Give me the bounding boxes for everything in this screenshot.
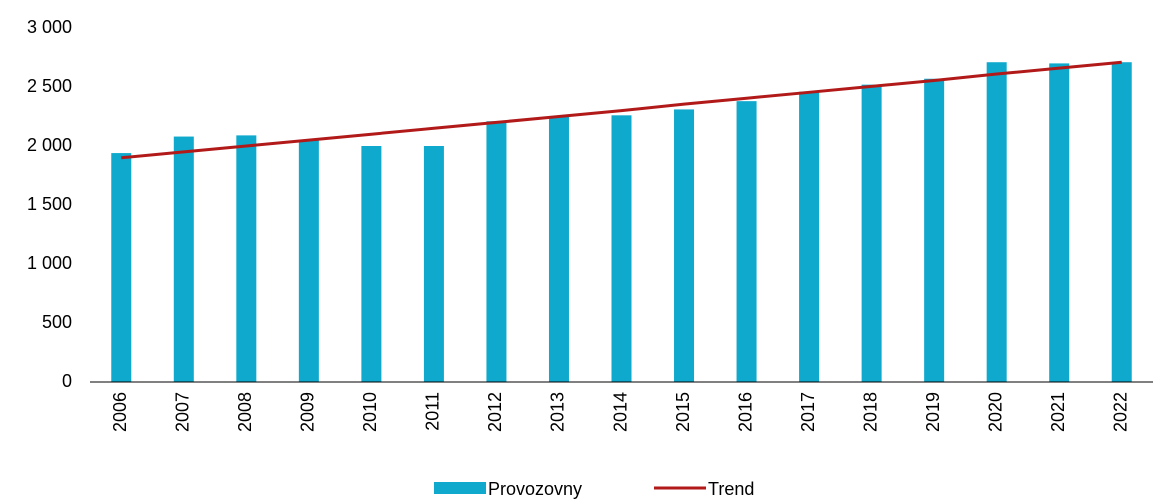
x-tick-label: 2015 [673,392,693,432]
trend-line [121,60,1122,160]
y-tick-label: 500 [42,312,72,332]
x-tick-label: 2012 [485,392,505,432]
y-tick-label: 0 [62,371,72,391]
bar [361,146,382,382]
x-tick-label: 2013 [548,392,568,432]
bar [486,121,507,382]
legend-label: Trend [708,479,754,499]
legend-label: Provozovny [488,479,582,499]
x-tick-label: 2014 [610,392,630,432]
x-tick-label: 2007 [173,392,193,432]
x-tick-label: 2018 [860,392,880,432]
bar [986,62,1007,382]
x-tick-label: 2010 [360,392,380,432]
x-tick-label: 2016 [735,392,755,432]
x-tick-label: 2020 [985,392,1005,432]
bar [423,146,444,382]
x-tick-label: 2019 [923,392,943,432]
bar [674,109,695,383]
x-tick-label: 2022 [1110,392,1130,432]
bar [298,140,319,382]
bar [236,135,257,382]
y-tick-label: 1 000 [27,253,72,273]
bar [1049,63,1070,383]
bar [861,84,882,382]
bar [1111,62,1132,382]
legend-swatch [434,482,486,494]
bar [111,153,132,382]
x-tick-label: 2011 [423,392,443,431]
bar [611,115,632,382]
y-tick-label: 3 000 [27,17,72,37]
bar [799,91,820,382]
x-tick-label: 2006 [110,392,130,432]
y-tick-label: 2 000 [27,135,72,155]
bar [548,116,569,382]
bar [173,136,194,382]
x-tick-label: 2021 [1048,392,1068,432]
y-tick-label: 1 500 [27,194,72,214]
x-tick-label: 2009 [298,392,318,432]
x-tick-label: 2017 [798,392,818,432]
bar [924,78,945,383]
x-tick-label: 2008 [235,392,255,432]
bar [736,101,757,382]
y-tick-label: 2 500 [27,76,72,96]
